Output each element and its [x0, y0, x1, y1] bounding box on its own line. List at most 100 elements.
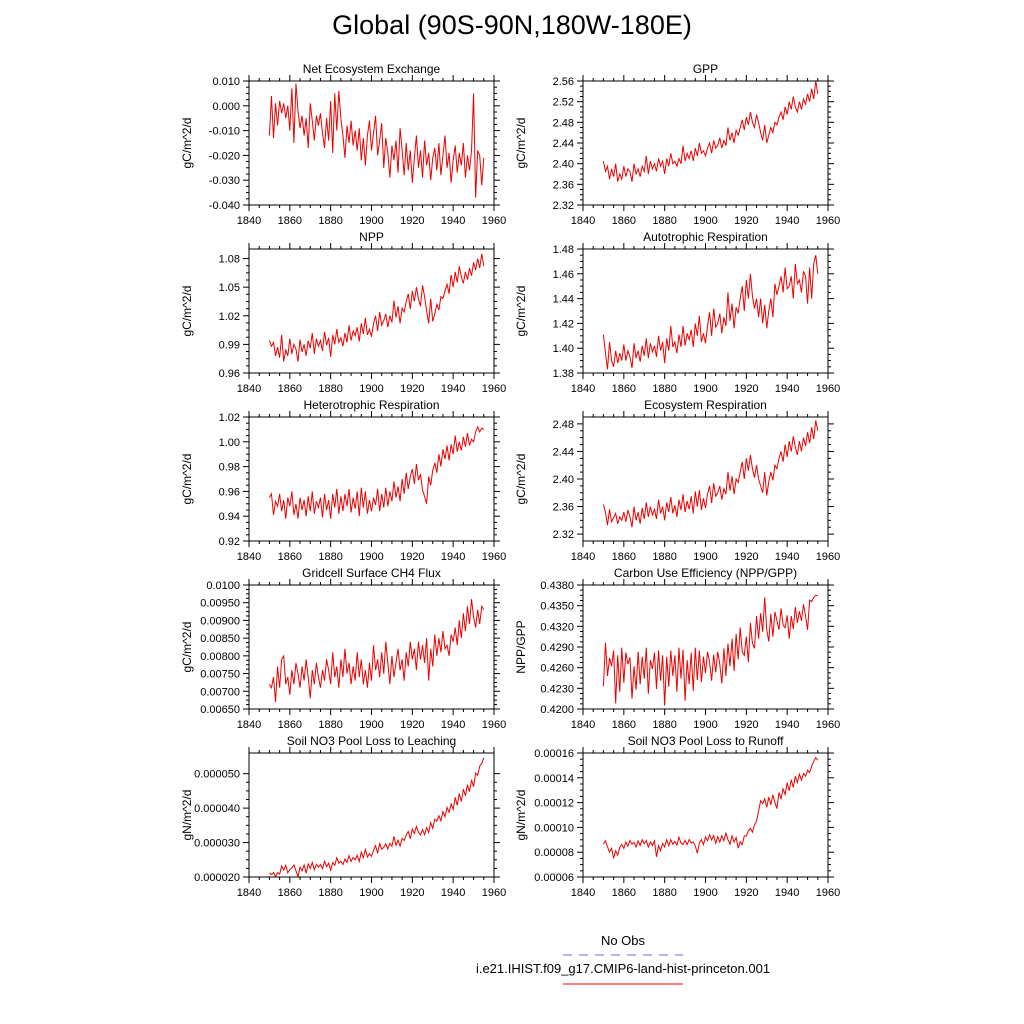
y-tick-label: 1.40 [553, 343, 574, 355]
y-axis-label: gC/m^2/d [180, 454, 194, 505]
x-tick-label: 1920 [734, 383, 758, 395]
y-tick-label: 2.48 [553, 117, 574, 129]
y-tick-label: 0.00700 [200, 686, 240, 698]
x-tick-label: 1860 [612, 887, 636, 899]
x-tick-label: 1920 [734, 719, 758, 731]
x-tick-label: 1900 [359, 383, 383, 395]
y-tick-label: -0.040 [209, 200, 240, 212]
x-tick-label: 1920 [734, 551, 758, 563]
y-tick-label: -0.020 [209, 150, 240, 162]
x-tick-label: 1920 [400, 551, 424, 563]
x-tick-label: 1880 [652, 551, 676, 563]
series-line [268, 599, 485, 702]
y-tick-label: 0.00900 [200, 615, 240, 627]
x-tick-label: 1840 [237, 719, 261, 731]
x-tick-label: 1920 [400, 887, 424, 899]
x-tick-label: 1900 [359, 215, 383, 227]
y-tick-label: 2.36 [553, 502, 574, 514]
panel-title: Gridcell Surface CH4 Flux [302, 566, 441, 580]
y-tick-label: 0.4350 [540, 601, 574, 613]
y-tick-label: 0.000040 [194, 803, 240, 815]
plot-frame [248, 80, 495, 206]
x-tick-label: 1840 [237, 215, 261, 227]
x-tick-label: 1860 [278, 383, 302, 395]
panel-title: NPP [359, 230, 384, 244]
x-tick-label: 1940 [441, 719, 465, 731]
y-tick-label: 0.00010 [534, 822, 574, 834]
y-tick-label: 0.99 [219, 339, 240, 351]
y-tick-label: 0.00750 [200, 669, 240, 681]
panel-title: Soil NO3 Pool Loss to Leaching [287, 734, 456, 748]
legend-model-label: i.e21.IHIST.f09_g17.CMIP6-land-hist-prin… [475, 961, 771, 976]
y-tick-label: 0.4290 [540, 642, 574, 654]
x-tick-label: 1840 [237, 551, 261, 563]
x-tick-label: 1960 [482, 551, 506, 563]
x-tick-label: 1940 [441, 215, 465, 227]
series-line [602, 756, 819, 859]
x-tick-label: 1860 [278, 551, 302, 563]
y-tick-label: 0.96 [219, 486, 240, 498]
legend-model-line [563, 983, 683, 985]
plot-frame [582, 752, 829, 878]
y-tick-label: 1.02 [219, 311, 240, 323]
x-tick-label: 1940 [775, 383, 799, 395]
x-tick-label: 1940 [775, 719, 799, 731]
y-tick-label: 2.40 [553, 474, 574, 486]
plot-frame [248, 584, 495, 710]
series-line [268, 253, 485, 362]
panel: Net Ecosystem Exchange gC/m^2/d 1840 1860 18… [180, 62, 506, 227]
y-axis-label: gC/m^2/d [180, 622, 194, 673]
x-tick-label: 1940 [441, 887, 465, 899]
y-tick-label: 2.36 [553, 179, 574, 191]
y-tick-label: 0.00800 [200, 651, 240, 663]
legend-obs-line [563, 954, 683, 956]
y-tick-label: 1.02 [219, 412, 240, 424]
page-title: Global (90S-90N,180W-180E) [332, 10, 692, 40]
x-tick-label: 1880 [318, 887, 342, 899]
x-tick-label: 1880 [318, 383, 342, 395]
y-tick-label: 1.08 [219, 254, 240, 266]
x-tick-label: 1960 [816, 887, 840, 899]
panel-title: Net Ecosystem Exchange [303, 62, 441, 76]
y-tick-label: 1.05 [219, 282, 240, 294]
y-tick-label: 0.4200 [540, 704, 574, 716]
y-tick-label: 0.4380 [540, 580, 574, 592]
x-tick-label: 1900 [693, 383, 717, 395]
plot-frame [248, 416, 495, 542]
x-tick-label: 1900 [693, 551, 717, 563]
y-tick-label: 0.4320 [540, 621, 574, 633]
panel: Soil NO3 Pool Loss to Runoff gN/m^2/d 1840… [514, 734, 840, 899]
x-tick-label: 1940 [441, 551, 465, 563]
x-tick-label: 1880 [652, 383, 676, 395]
y-tick-label: 1.48 [553, 244, 574, 256]
x-tick-label: 1960 [482, 719, 506, 731]
y-tick-label: 0.4260 [540, 663, 574, 675]
x-tick-label: 1840 [237, 383, 261, 395]
x-tick-label: 1840 [571, 383, 595, 395]
y-axis-label: gC/m^2/d [514, 118, 528, 169]
x-tick-label: 1920 [400, 719, 424, 731]
x-tick-label: 1860 [278, 215, 302, 227]
x-tick-label: 1920 [400, 215, 424, 227]
x-tick-label: 1860 [278, 719, 302, 731]
y-tick-label: 0.00016 [534, 748, 574, 760]
plot-frame [582, 416, 829, 542]
y-tick-label: 0.000020 [194, 872, 240, 884]
y-axis-label: gN/m^2/d [514, 790, 528, 841]
y-tick-label: 0.00006 [534, 872, 574, 884]
x-tick-label: 1860 [612, 383, 636, 395]
y-tick-label: 0.00012 [534, 798, 574, 810]
y-tick-label: 0.00014 [534, 773, 574, 785]
x-tick-label: 1920 [400, 383, 424, 395]
panel-title: Ecosystem Respiration [644, 398, 767, 412]
y-tick-label: 0.00950 [200, 598, 240, 610]
y-tick-label: 0.000030 [194, 838, 240, 850]
x-tick-label: 1900 [359, 551, 383, 563]
y-tick-label: 1.38 [553, 368, 574, 380]
x-tick-label: 1880 [652, 719, 676, 731]
x-tick-label: 1900 [693, 887, 717, 899]
panel: NPP gC/m^2/d 1840 1860 1880 1900 1920 1940 1960 0… [180, 230, 506, 395]
y-tick-label: -0.010 [209, 126, 240, 138]
x-tick-label: 1940 [441, 383, 465, 395]
x-tick-label: 1840 [571, 215, 595, 227]
